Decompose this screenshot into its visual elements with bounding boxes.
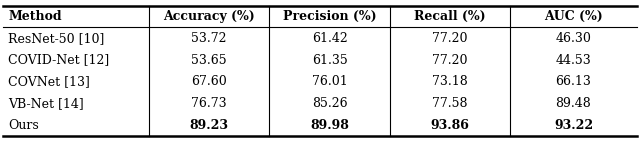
Text: 89.48: 89.48 [556,97,591,110]
Text: 89.23: 89.23 [189,119,228,132]
Text: Ours: Ours [8,119,39,132]
Text: AUC (%): AUC (%) [544,10,603,23]
Text: 61.35: 61.35 [312,54,348,67]
Text: 46.30: 46.30 [556,32,591,45]
Text: 76.01: 76.01 [312,75,348,88]
Text: 93.86: 93.86 [431,119,469,132]
Text: 77.20: 77.20 [432,54,468,67]
Text: 77.58: 77.58 [432,97,468,110]
Text: 66.13: 66.13 [556,75,591,88]
Text: VB-Net [14]: VB-Net [14] [8,97,84,110]
Text: Accuracy (%): Accuracy (%) [163,10,255,23]
Text: 93.22: 93.22 [554,119,593,132]
Text: 89.98: 89.98 [310,119,349,132]
Text: 76.73: 76.73 [191,97,227,110]
Text: 67.60: 67.60 [191,75,227,88]
Text: 77.20: 77.20 [432,32,468,45]
Text: 73.18: 73.18 [432,75,468,88]
Text: 53.65: 53.65 [191,54,227,67]
Text: 61.42: 61.42 [312,32,348,45]
Text: ResNet-50 [10]: ResNet-50 [10] [8,32,105,45]
Text: 44.53: 44.53 [556,54,591,67]
Text: Recall (%): Recall (%) [414,10,486,23]
Text: Precision (%): Precision (%) [283,10,376,23]
Text: Method: Method [8,10,62,23]
Text: COVNet [13]: COVNet [13] [8,75,90,88]
Text: 53.72: 53.72 [191,32,227,45]
Text: COVID-Net [12]: COVID-Net [12] [8,54,109,67]
Text: 85.26: 85.26 [312,97,348,110]
